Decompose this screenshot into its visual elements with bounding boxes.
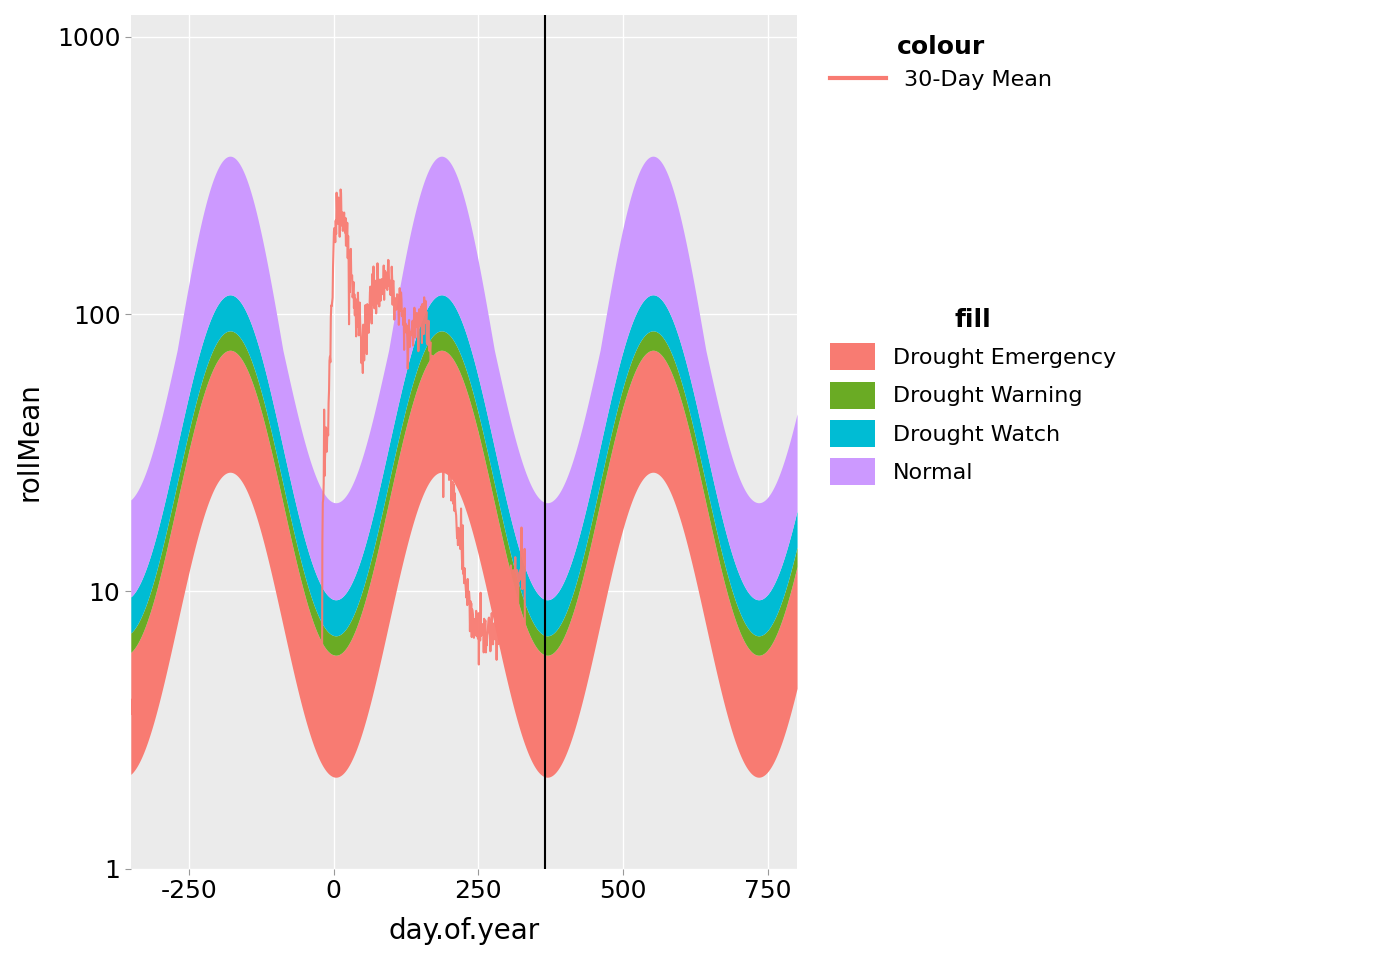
X-axis label: day.of.year: day.of.year — [388, 917, 539, 945]
Legend: Drought Emergency, Drought Warning, Drought Watch, Normal: Drought Emergency, Drought Warning, Drou… — [822, 300, 1124, 494]
Y-axis label: rollMean: rollMean — [15, 382, 43, 501]
